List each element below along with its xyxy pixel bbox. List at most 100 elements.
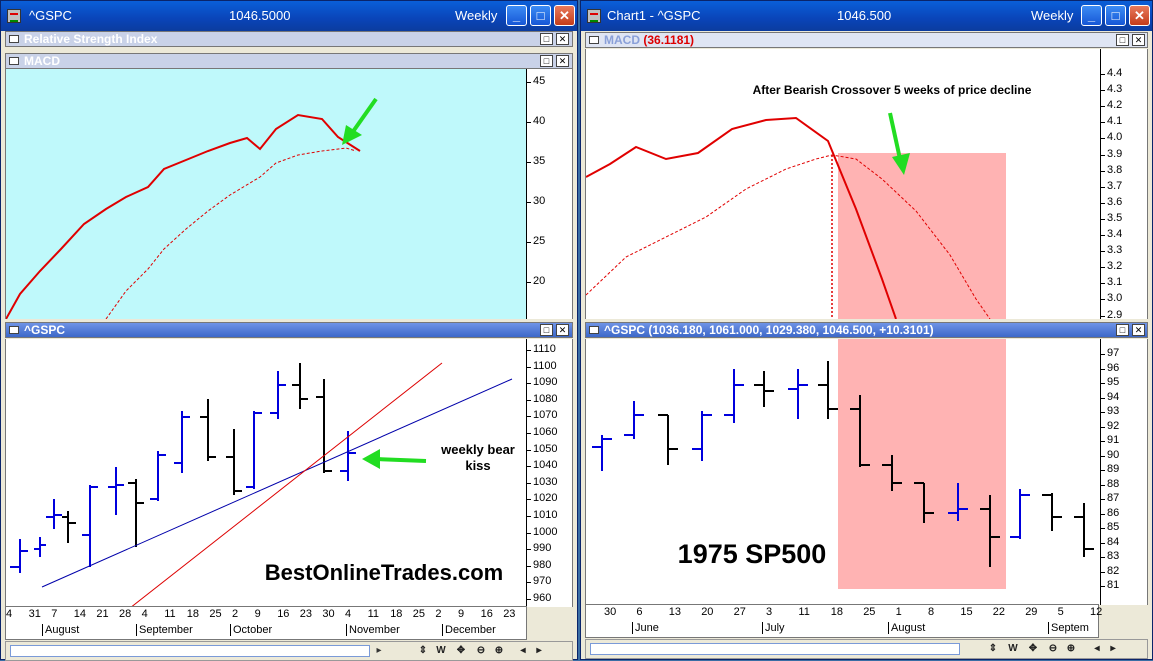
- right-macd-y-axis: 4.4 4.3 4.2 4.1 4.0 3.9 3.8 3.7 3.6 3.5 3.4 3.3 3.2 3…: [1100, 49, 1147, 319]
- y-tick: 4.3: [1100, 83, 1123, 96]
- right-title-period: Weekly: [1031, 8, 1074, 23]
- x-tick: 2: [232, 608, 239, 620]
- x-tick: 14: [73, 608, 87, 620]
- y-tick: 980: [526, 558, 552, 571]
- maximize-button[interactable]: □: [530, 5, 551, 26]
- right-scrollbar[interactable]: ⇕ W ✥ ⊖ ⊕ ◂ ▸: [585, 639, 1148, 659]
- y-tick: 3.2: [1100, 260, 1123, 273]
- minimize-button[interactable]: _: [506, 5, 527, 26]
- pane-minimize-button[interactable]: □: [1116, 324, 1129, 336]
- zoom-out-icon[interactable]: ⊖: [476, 645, 486, 656]
- left-scrollbar[interactable]: ▸ ⇕ W ✥ ⊖ ⊕ ◂ ▸: [5, 641, 573, 661]
- pane-icon: [589, 326, 599, 334]
- expand-vertical-icon[interactable]: ⇕: [418, 645, 428, 656]
- right-title-bar[interactable]: Chart1 - ^GSPC 1046.500 Weekly _ □ ✕: [581, 1, 1152, 31]
- y-tick: 960: [526, 592, 552, 604]
- y-tick: 88: [1100, 477, 1120, 490]
- scroll-right-icon[interactable]: ▸: [376, 645, 382, 656]
- x-tick: 11: [798, 606, 810, 618]
- pane-minimize-button[interactable]: □: [540, 55, 553, 67]
- pane-close-button[interactable]: ✕: [1132, 324, 1145, 336]
- y-tick: 3.7: [1100, 179, 1123, 192]
- pane-close-button[interactable]: ✕: [1132, 34, 1145, 46]
- x-tick: 16: [480, 608, 493, 620]
- pane-minimize-button[interactable]: □: [540, 324, 553, 336]
- watermark: BestOnlineTrades.com: [265, 560, 503, 585]
- scroll-right-icon[interactable]: ▸: [1110, 643, 1116, 654]
- price-bars: [592, 361, 1094, 567]
- macd-line: [6, 113, 361, 319]
- scroll-track[interactable]: [10, 645, 370, 657]
- y-tick: 1030: [526, 475, 558, 488]
- left-price-plot[interactable]: weekly bear kiss BestOnlineTrades.com 11…: [5, 339, 573, 607]
- y-tick: 35: [526, 155, 546, 167]
- price-pane-header[interactable]: ^GSPC □ ✕: [5, 322, 573, 338]
- expand-vertical-icon[interactable]: ⇕: [988, 643, 998, 654]
- left-macd-plot[interactable]: 45 40 35 30 25 20: [5, 69, 573, 319]
- zoom-in-icon[interactable]: ⊕: [1066, 643, 1076, 654]
- minimize-button[interactable]: _: [1081, 5, 1102, 26]
- close-button[interactable]: ✕: [554, 5, 575, 26]
- x-tick: 12: [1090, 606, 1103, 618]
- price-y-axis: 1110 1100 1090 1080 1070 1060 1050 1040 1030 1020…: [526, 339, 572, 607]
- macd-value: (36.1181): [643, 33, 695, 47]
- y-tick: 3.9: [1100, 147, 1123, 160]
- x-month: October: [230, 624, 272, 636]
- x-month: Septem: [1048, 622, 1089, 634]
- y-tick: 89: [1100, 463, 1120, 475]
- zoom-in-icon[interactable]: ⊕: [494, 645, 504, 656]
- y-tick: 95: [1100, 376, 1120, 388]
- x-month: August: [42, 624, 79, 636]
- x-tick: 16: [277, 608, 290, 620]
- right-macd-pane-header[interactable]: MACD (36.1181) □ ✕: [585, 32, 1148, 48]
- pane-minimize-button[interactable]: □: [540, 33, 553, 45]
- scroll-left-icon[interactable]: ◂: [1094, 643, 1100, 654]
- zoom-out-icon[interactable]: ⊖: [1048, 643, 1058, 654]
- x-tick: 5: [1057, 606, 1064, 618]
- pane-icon: [589, 36, 599, 44]
- weekly-toggle-icon[interactable]: W: [1008, 643, 1018, 654]
- pane-close-button[interactable]: ✕: [556, 55, 569, 67]
- scroll-right-icon[interactable]: ▸: [536, 645, 542, 656]
- x-tick: 28: [119, 608, 132, 620]
- rsi-pane-header[interactable]: Relative Strength Index □ ✕: [5, 31, 573, 47]
- scroll-left-icon[interactable]: ◂: [520, 645, 526, 656]
- weekly-toggle-icon[interactable]: W: [436, 645, 446, 656]
- x-tick: 15: [960, 606, 973, 618]
- pan-icon[interactable]: ✥: [1028, 643, 1038, 654]
- y-tick: 4.0: [1100, 131, 1123, 144]
- x-tick: 18: [390, 608, 403, 620]
- left-chart-window: ^GSPC 1046.5000 Weekly _ □ ✕ Relative St…: [0, 0, 578, 661]
- left-title-bar[interactable]: ^GSPC 1046.5000 Weekly _ □ ✕: [1, 1, 577, 31]
- pane-close-button[interactable]: ✕: [556, 324, 569, 336]
- left-title-period: Weekly: [455, 8, 498, 23]
- macd-pane-header[interactable]: MACD □ ✕: [5, 53, 573, 69]
- support-trendline: [41, 378, 513, 588]
- y-tick: 94: [1100, 390, 1120, 403]
- y-tick: 2.9: [1100, 308, 1123, 319]
- x-tick: 29: [1025, 606, 1038, 618]
- y-tick: 86: [1100, 506, 1120, 519]
- x-tick: 20: [701, 606, 714, 618]
- maximize-button[interactable]: □: [1105, 5, 1126, 26]
- y-tick: 1070: [526, 409, 558, 422]
- x-tick: 9: [458, 608, 465, 620]
- right-title-symbol: Chart1 - ^GSPC: [607, 8, 701, 23]
- y-tick: 1000: [526, 525, 558, 538]
- pan-icon[interactable]: ✥: [456, 645, 466, 656]
- x-tick: 27: [733, 606, 746, 618]
- pane-close-button[interactable]: ✕: [556, 33, 569, 45]
- pane-icon: [9, 35, 19, 43]
- right-macd-plot[interactable]: After Bearish Crossover 5 weeks of price…: [585, 49, 1148, 319]
- scroll-track[interactable]: [590, 643, 960, 655]
- y-tick: 3.4: [1100, 228, 1123, 240]
- x-tick: 22: [992, 606, 1006, 618]
- right-price-pane-header[interactable]: ^GSPC (1036.180, 1061.000, 1029.380, 104…: [585, 322, 1148, 338]
- close-button[interactable]: ✕: [1129, 5, 1150, 26]
- y-tick: 4.4: [1100, 67, 1123, 79]
- left-macd-svg: [6, 97, 378, 319]
- pane-minimize-button[interactable]: □: [1116, 34, 1129, 46]
- green-arrow: [342, 97, 378, 145]
- right-price-plot[interactable]: 1975 SP500 97 96 95 94 93 92 91 90 89 88 87 86 85 84 8…: [585, 339, 1148, 605]
- x-tick: 4: [6, 608, 13, 620]
